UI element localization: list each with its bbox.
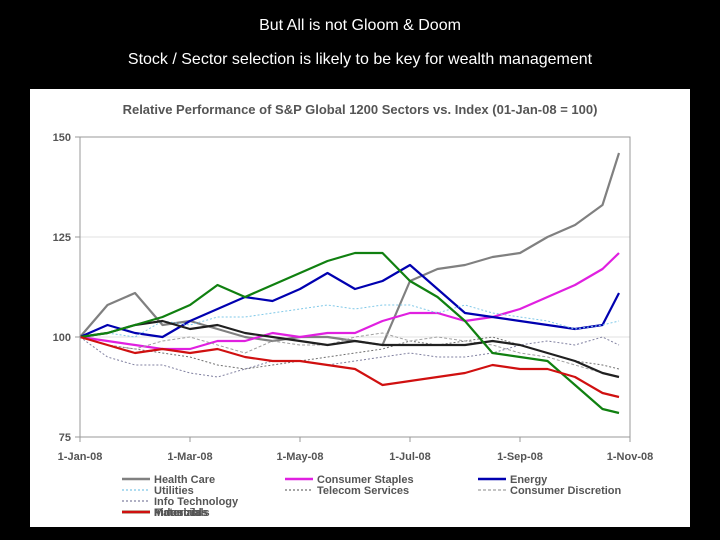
legend-label: Financials bbox=[154, 507, 208, 519]
legend-label: Consumer Discretion bbox=[510, 485, 622, 497]
x-tick-label: 1-May-08 bbox=[276, 451, 323, 463]
performance-chart: Relative Performance of S&P Global 1200 … bbox=[53, 102, 654, 519]
x-tick-label: 1-Nov-08 bbox=[607, 451, 653, 463]
legend-label: Utilities bbox=[154, 485, 194, 497]
x-tick-label: 1-Mar-08 bbox=[167, 451, 212, 463]
legend-label: Industrials bbox=[154, 507, 210, 519]
plot-frame bbox=[79, 136, 631, 438]
series-line-consumer-staples bbox=[79, 252, 620, 351]
slide-title: But All is not Gloom & Doom bbox=[259, 17, 461, 34]
legend-label: Info Technology bbox=[154, 496, 239, 508]
y-tick-label: 100 bbox=[53, 332, 71, 344]
x-tick-label: 1-Jan-08 bbox=[58, 451, 103, 463]
legend-label: Materials bbox=[154, 507, 202, 519]
x-tick-label: 1-Sep-08 bbox=[497, 451, 543, 463]
chart-panel: Relative Performance of S&P Global 1200 … bbox=[30, 89, 690, 527]
chart-title: Relative Performance of S&P Global 1200 … bbox=[123, 102, 598, 117]
slide-subtitle: Stock / Sector selection is likely to be… bbox=[127, 51, 593, 68]
legend-label: Telecom Services bbox=[317, 485, 409, 497]
series-line-materials bbox=[79, 251, 620, 415]
series-line-energy bbox=[79, 263, 620, 339]
y-tick-label: 125 bbox=[53, 232, 71, 244]
series-line-industrials bbox=[79, 319, 620, 379]
series-line-financials bbox=[79, 335, 620, 399]
legend-label: Energy bbox=[510, 474, 548, 486]
legend-label: Consumer Staples bbox=[317, 474, 414, 486]
series-line-health-care bbox=[79, 152, 621, 347]
legend-label: Health Care bbox=[154, 474, 215, 486]
series-line-telecom-services bbox=[79, 336, 620, 370]
y-tick-label: 75 bbox=[59, 432, 71, 444]
series-line-info-technology bbox=[79, 336, 620, 378]
x-tick-label: 1-Jul-08 bbox=[389, 451, 431, 463]
series-line-consumer-discretion bbox=[79, 332, 620, 378]
y-tick-label: 150 bbox=[53, 132, 71, 144]
series-line-utilities bbox=[79, 304, 620, 338]
